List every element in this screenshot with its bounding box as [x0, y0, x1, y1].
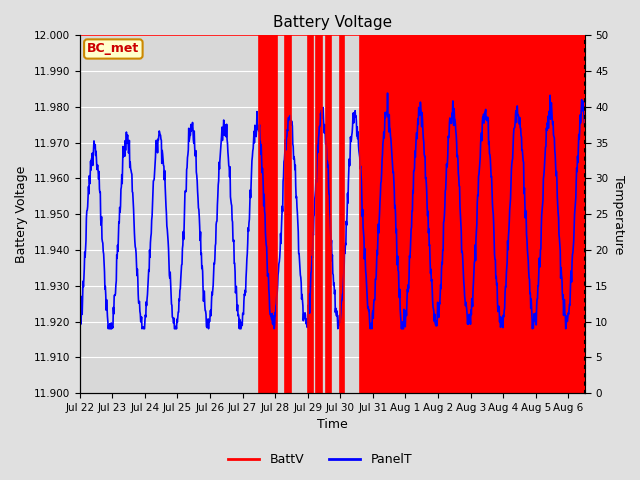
Title: Battery Voltage: Battery Voltage — [273, 15, 392, 30]
Bar — [308, 36, 312, 393]
Text: BC_met: BC_met — [87, 43, 140, 56]
Y-axis label: Battery Voltage: Battery Voltage — [15, 166, 28, 263]
Bar — [259, 36, 276, 393]
Bar — [285, 36, 291, 393]
Legend: BattV, PanelT: BattV, PanelT — [223, 448, 417, 471]
X-axis label: Time: Time — [317, 419, 348, 432]
Bar — [326, 36, 330, 393]
Y-axis label: Temperature: Temperature — [612, 175, 625, 254]
Bar — [360, 36, 585, 393]
Bar — [316, 36, 323, 393]
Bar — [340, 36, 344, 393]
